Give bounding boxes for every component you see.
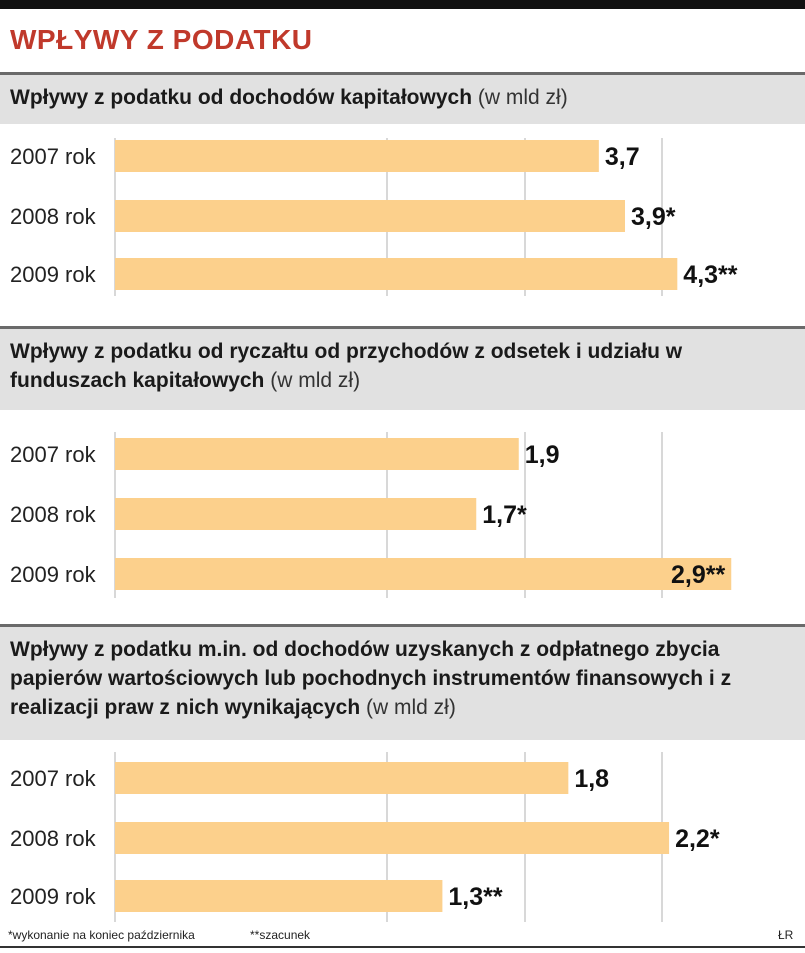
main-title: WPŁYWY Z PODATKU	[10, 24, 313, 55]
chart-3-value-label: 1,8	[574, 765, 609, 793]
chart-2-value-label: 1,9	[525, 441, 560, 469]
bottom-rule	[0, 946, 805, 948]
chart-1-unit: (w mld zł)	[477, 86, 568, 109]
chart-3-bar	[115, 880, 443, 912]
chart-1-bar	[115, 140, 599, 172]
chart-2-value-label: 2,9**	[671, 561, 725, 589]
chart-1-category-label: 2009 rok	[10, 262, 97, 287]
chart-1-value-label: 3,7	[605, 143, 640, 171]
chart-2-category-label: 2008 rok	[10, 502, 97, 527]
chart-1-bar	[115, 200, 625, 232]
chart-3-unit: (w mld zł)	[366, 696, 456, 719]
chart-1-value-label: 3,9*	[631, 203, 676, 231]
chart-1-category-label: 2008 rok	[10, 204, 97, 229]
chart-3-title: Wpływy z podatku m.in. od dochodów uzysk…	[10, 638, 732, 719]
chart-1-bar	[115, 258, 678, 290]
footnote-estimate-end-october: *wykonanie na koniec października	[8, 928, 195, 942]
chart-3-value-label: 2,2*	[675, 825, 720, 853]
chart-2-bar	[115, 498, 477, 530]
footnote-estimate: **szacunek	[250, 928, 311, 942]
chart-3-category-label: 2008 rok	[10, 826, 97, 851]
chart-2-title: Wpływy z podatku od ryczałtu od przychod…	[10, 340, 683, 392]
chart-2-bar	[115, 558, 732, 590]
chart-3-plot: 2007 rok 1,8 2008 rok 2,2* 2009 rok 1,3**	[0, 740, 805, 925]
chart-1-category-label: 2007 rok	[10, 144, 97, 169]
chart-1-title: Wpływy z podatku od dochodów kapitałowyc…	[10, 86, 473, 109]
chart-2-plot: 2007 rok 1,9 2008 rok 1,7* 2009 rok 2,9**	[0, 410, 805, 605]
chart-2-category-label: 2007 rok	[10, 442, 97, 467]
chart-3-category-label: 2009 rok	[10, 884, 97, 909]
chart-2-bar	[115, 438, 519, 470]
chart-1-header: Wpływy z podatku od dochodów kapitałowyc…	[0, 72, 805, 124]
chart-2-category-label: 2009 rok	[10, 562, 97, 587]
chart-3-value-label: 1,3**	[448, 883, 502, 911]
chart-3-header: Wpływy z podatku m.in. od dochodów uzysk…	[0, 624, 805, 740]
chart-3-svg: 2007 rok 1,8 2008 rok 2,2* 2009 rok 1,3**	[10, 752, 720, 922]
chart-3-category-label: 2007 rok	[10, 766, 97, 791]
source-credit: ŁR	[778, 928, 794, 942]
chart-2-header: Wpływy z podatku od ryczałtu od przychod…	[0, 326, 805, 410]
chart-2-svg: 2007 rok 1,9 2008 rok 1,7* 2009 rok 2,9**	[10, 432, 732, 598]
chart-1-svg: 2007 rok 3,7 2008 rok 3,9* 2009 rok 4,3**	[10, 138, 738, 296]
chart-2-value-label: 1,7*	[482, 501, 527, 529]
chart-1-value-label: 4,3**	[683, 261, 737, 289]
top-rule	[0, 0, 805, 9]
chart-3-bar	[115, 822, 670, 854]
chart-1-plot: 2007 rok 3,7 2008 rok 3,9* 2009 rok 4,3**	[0, 124, 805, 304]
chart-2-unit: (w mld zł)	[270, 369, 361, 392]
chart-3-bar	[115, 762, 569, 794]
